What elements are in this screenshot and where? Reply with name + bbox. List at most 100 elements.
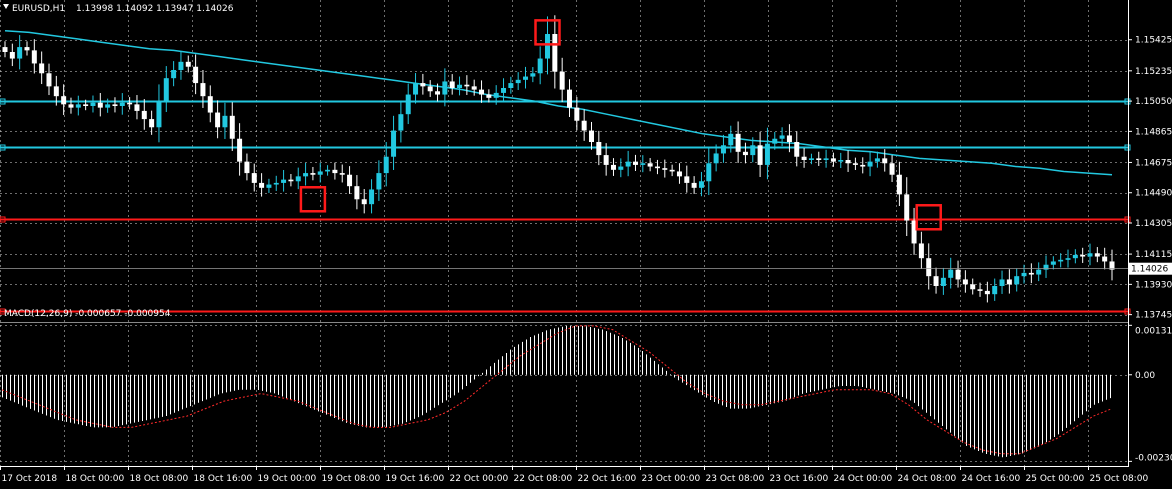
- highlight-marker: [915, 204, 942, 231]
- price-tick-label: 1.13745: [1135, 311, 1172, 321]
- time-tick-label: 23 Oct 08:00: [706, 474, 765, 484]
- candle-body: [354, 186, 360, 200]
- candle-body: [61, 96, 67, 105]
- candle-body: [156, 101, 162, 128]
- candle-body: [625, 161, 631, 167]
- candle-body: [119, 102, 125, 106]
- time-tick-label: 18 Oct 16:00: [194, 474, 253, 484]
- time-tick-label: 24 Oct 16:00: [962, 474, 1021, 484]
- candle-body: [1014, 276, 1020, 285]
- candle-body: [1072, 254, 1078, 259]
- candle-body: [610, 164, 616, 170]
- current-price-label: 1.14026: [1131, 265, 1168, 275]
- candle-body: [588, 130, 594, 142]
- candle-body: [515, 79, 521, 84]
- time-tick-label: 23 Oct 00:00: [642, 474, 701, 484]
- candle-body: [75, 104, 81, 108]
- candle-body: [215, 112, 221, 128]
- candle-body: [816, 158, 822, 160]
- candle-body: [317, 171, 323, 175]
- level-handle[interactable]: [1124, 144, 1131, 151]
- candle-body: [185, 61, 191, 67]
- level-handle[interactable]: [1124, 308, 1131, 315]
- candle-body: [405, 94, 411, 115]
- candle-body: [750, 145, 756, 156]
- candle-body: [200, 83, 206, 97]
- candle-body: [391, 130, 397, 157]
- highlight-marker: [534, 19, 561, 46]
- candle-body: [435, 91, 441, 95]
- price-tick-label: 1.13930: [1135, 280, 1172, 290]
- level-handle[interactable]: [0, 98, 6, 105]
- macd-title: MACD(12,26,9) -0.000657 -0.000954: [4, 309, 171, 319]
- chart-menu-arrow-icon[interactable]: [3, 4, 9, 9]
- candle-body: [310, 173, 316, 175]
- time-tick-label: 22 Oct 16:00: [578, 474, 637, 484]
- candle-body: [794, 142, 800, 157]
- candle-body: [68, 104, 74, 108]
- candle-body: [640, 163, 646, 165]
- candle-body: [566, 89, 572, 108]
- candle-body: [676, 171, 682, 177]
- candle-body: [222, 115, 228, 128]
- level-handle[interactable]: [0, 308, 6, 315]
- highlight-marker: [299, 186, 327, 213]
- time-tick-label: 24 Oct 00:00: [834, 474, 893, 484]
- candle-body: [398, 114, 404, 131]
- level-handle[interactable]: [0, 144, 6, 151]
- candle-body: [948, 269, 954, 278]
- candle-body: [24, 47, 30, 51]
- candle-body: [970, 284, 976, 290]
- price-tick-label: 1.14115: [1135, 250, 1172, 260]
- candle-body: [801, 156, 807, 160]
- candle-body: [251, 173, 257, 183]
- candle-body: [603, 155, 609, 165]
- candle-body: [295, 176, 301, 182]
- price-tick-label: 1.14490: [1135, 189, 1172, 199]
- candle-body: [654, 166, 660, 169]
- candle-body: [530, 73, 536, 77]
- candle-body: [720, 145, 726, 154]
- candle-body: [508, 83, 514, 88]
- candle-body: [984, 290, 990, 295]
- candle-body: [163, 78, 169, 102]
- candle-body: [523, 76, 529, 80]
- candle-body: [574, 107, 580, 121]
- candle-body: [369, 189, 375, 205]
- level-handle[interactable]: [0, 216, 6, 223]
- candle-body: [178, 61, 184, 70]
- macd-tick-label: -0.002303: [1135, 453, 1172, 463]
- candle-body: [1036, 269, 1042, 275]
- candle-body: [662, 168, 668, 170]
- candle-body: [1080, 254, 1086, 257]
- candle-body: [581, 120, 587, 131]
- candle-body: [537, 58, 543, 74]
- candle-body: [244, 161, 250, 174]
- time-tick-label: 18 Oct 08:00: [130, 474, 189, 484]
- macd-tick-label: 0.001315: [1135, 326, 1172, 336]
- candle-body: [207, 96, 213, 113]
- candle-body: [1087, 253, 1093, 257]
- price-tick-label: 1.14305: [1135, 219, 1172, 229]
- candle-body: [559, 71, 565, 90]
- time-tick-label: 18 Oct 00:00: [66, 474, 125, 484]
- candle-body: [838, 160, 844, 162]
- candle-body: [457, 84, 463, 88]
- candle-body: [786, 135, 792, 142]
- candle-body: [325, 169, 331, 172]
- time-tick-label: 19 Oct 08:00: [322, 474, 381, 484]
- candle-body: [896, 174, 902, 195]
- candle-body: [46, 73, 52, 87]
- candle-body: [193, 66, 199, 84]
- candle-body: [112, 104, 118, 106]
- candle-body: [237, 138, 243, 162]
- candle-body: [9, 52, 15, 59]
- candle-body: [845, 160, 851, 164]
- candle-body: [1094, 253, 1100, 257]
- candle-body: [149, 119, 155, 128]
- candle-body: [2, 47, 8, 52]
- level-handle[interactable]: [1124, 216, 1131, 223]
- candle-body: [860, 164, 866, 167]
- candle-body: [449, 81, 455, 88]
- ohlc-readout: 1.13998 1.14092 1.13947 1.14026: [76, 4, 234, 14]
